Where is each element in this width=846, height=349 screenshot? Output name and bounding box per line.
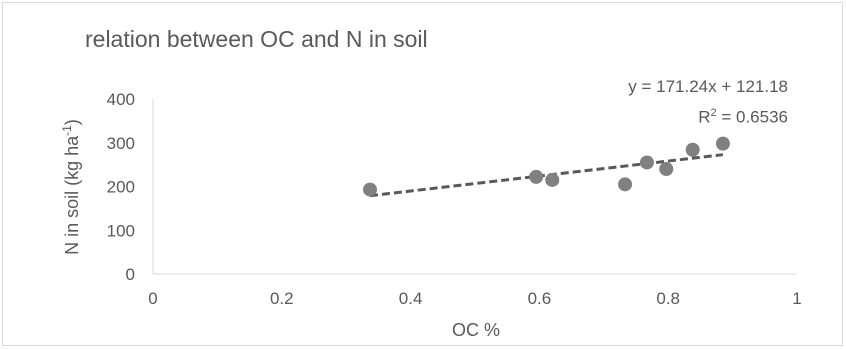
- data-points: [363, 136, 730, 197]
- y-tick-label: 0: [126, 265, 135, 284]
- x-tick-label: 0: [148, 289, 157, 308]
- y-axis-title-sup: -1: [60, 125, 74, 136]
- data-point: [685, 142, 700, 157]
- data-point: [545, 172, 560, 187]
- trendline: [369, 153, 724, 198]
- r2-superscript: 2: [710, 107, 717, 119]
- trendline-r-squared: R2 = 0.6536: [628, 100, 788, 131]
- data-point: [639, 155, 654, 170]
- data-point: [618, 177, 633, 192]
- x-tick-label: 0.6: [528, 289, 552, 308]
- y-tick-label: 100: [107, 221, 135, 240]
- y-tick-label: 400: [107, 90, 135, 109]
- x-tick-label: 1: [792, 289, 801, 308]
- y-tick-labels: 0 100 200 300 400: [107, 90, 135, 284]
- x-tick-label: 0.2: [270, 289, 294, 308]
- x-tick-labels: 0 0.2 0.4 0.6 0.8 1: [148, 289, 801, 308]
- data-point: [715, 136, 730, 151]
- y-axis-title-main: N in soil (kg ha: [62, 135, 82, 255]
- x-axis-title: OC %: [452, 320, 500, 340]
- data-point: [363, 182, 378, 197]
- y-axis-title: N in soil (kg ha-1): [60, 119, 82, 255]
- y-tick-label: 200: [107, 178, 135, 197]
- r2-value: = 0.6536: [716, 107, 788, 127]
- y-tick-label: 300: [107, 134, 135, 153]
- data-point: [529, 169, 544, 184]
- y-axis-title-end: ): [62, 119, 82, 125]
- trendline-label: y = 171.24x + 121.18 R2 = 0.6536: [628, 74, 788, 131]
- x-tick-label: 0.4: [399, 289, 423, 308]
- r2-prefix: R: [698, 107, 711, 127]
- chart-title: relation between OC and N in soil: [85, 26, 428, 52]
- x-tick-label: 0.8: [656, 289, 680, 308]
- trendline-path: [369, 153, 724, 198]
- data-point: [659, 162, 674, 176]
- chart-frame: [2, 2, 843, 346]
- axes: [152, 99, 797, 275]
- trendline-equation: y = 171.24x + 121.18: [628, 77, 788, 96]
